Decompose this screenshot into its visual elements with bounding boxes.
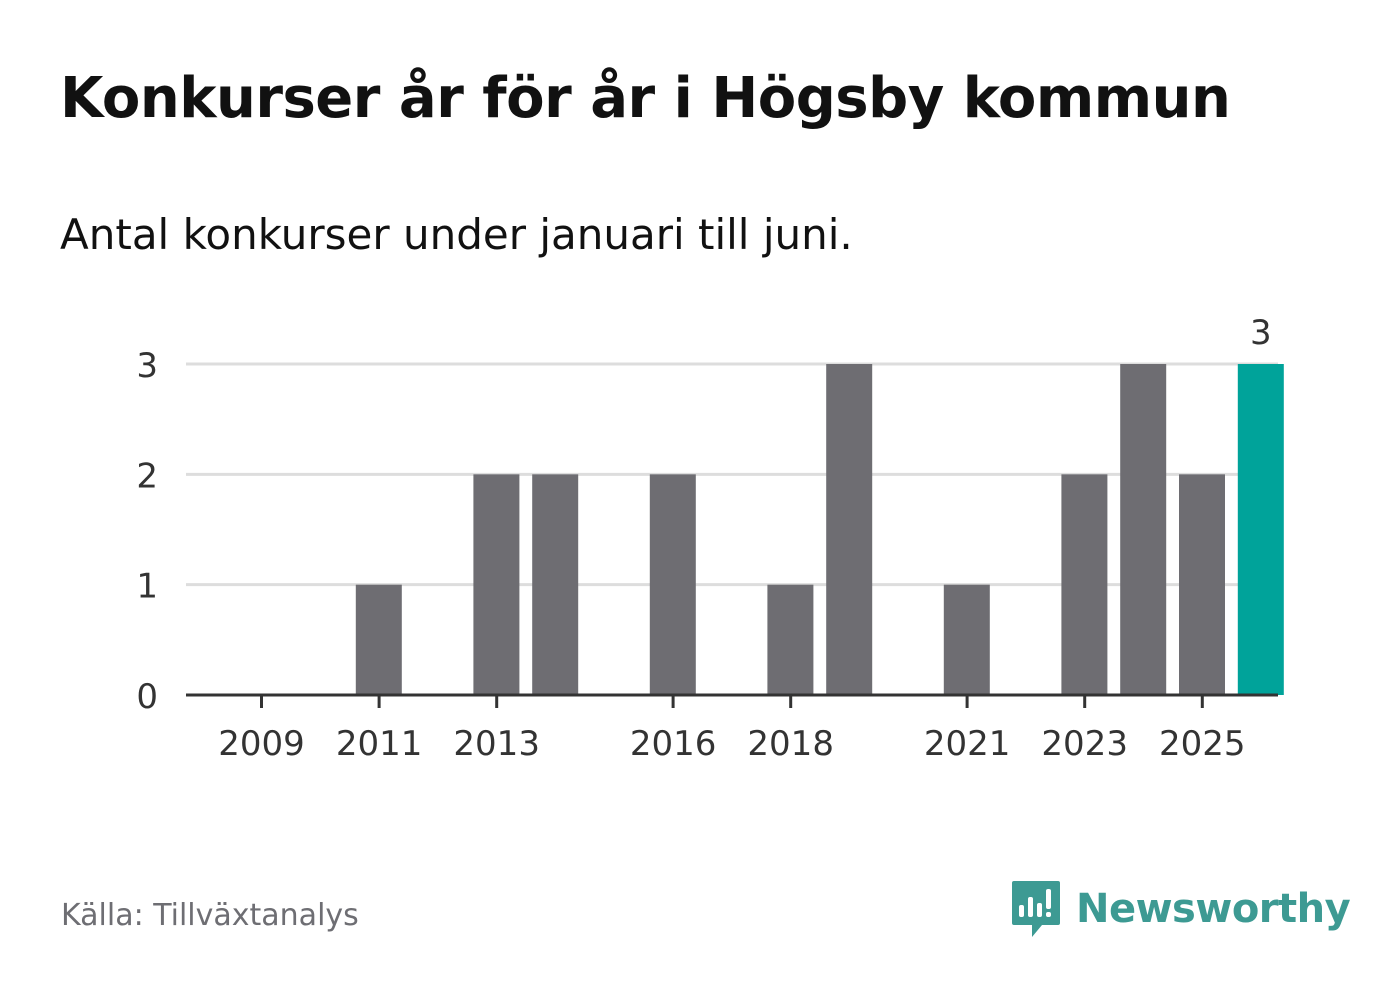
- x-tick-label-2013: 2013: [453, 724, 540, 764]
- axes: [186, 693, 1278, 708]
- chart-subtitle: Antal konkurser under januari till juni.: [60, 210, 853, 259]
- y-tick-label-0: 0: [136, 677, 158, 717]
- source-note: Källa: Tillväxtanalys: [61, 898, 359, 933]
- brand-logo: Newsworthy: [1010, 878, 1351, 940]
- bar-2012: [473, 474, 520, 695]
- labels: 0 1 2 3 2009 2011 2013 2016 2018 2021 2023 2025 3: [136, 313, 1271, 764]
- bar-2017: [767, 584, 814, 695]
- bar-chart: 0 1 2 3 2009 2011 2013 2016 2018 2021 2023 2025 3: [136, 313, 1284, 764]
- x-tick-label-2018: 2018: [747, 724, 834, 764]
- newsworthy-logo-icon: [1012, 881, 1060, 937]
- x-tick-label-2021: 2021: [924, 724, 1011, 764]
- bar-2018: [826, 364, 873, 695]
- bar-2023: [1120, 364, 1167, 695]
- brand-name: Newsworthy: [1076, 886, 1351, 932]
- x-tick-label-2023: 2023: [1041, 724, 1128, 764]
- bar-2024: [1179, 474, 1225, 695]
- bars: [355, 364, 1284, 695]
- bar-2025: [1237, 364, 1284, 695]
- y-tick-label-3: 3: [136, 346, 158, 386]
- grid-lines: [186, 362, 1278, 587]
- x-tick-label-2016: 2016: [630, 724, 717, 764]
- y-tick-label-2: 2: [136, 456, 158, 496]
- bar-2020: [943, 584, 990, 695]
- bar-2010: [355, 584, 402, 695]
- x-tick-label-2011: 2011: [336, 724, 423, 764]
- x-tick-label-2025: 2025: [1159, 724, 1246, 764]
- chart-title: Konkurser år för år i Högsby kommun: [60, 66, 1231, 131]
- y-tick-label-1: 1: [136, 567, 158, 607]
- bar-2013: [532, 474, 579, 695]
- bar-2022: [1061, 474, 1108, 695]
- x-tick-label-2009: 2009: [218, 724, 305, 764]
- data-label-2025: 3: [1250, 313, 1272, 353]
- bar-2015: [649, 474, 696, 695]
